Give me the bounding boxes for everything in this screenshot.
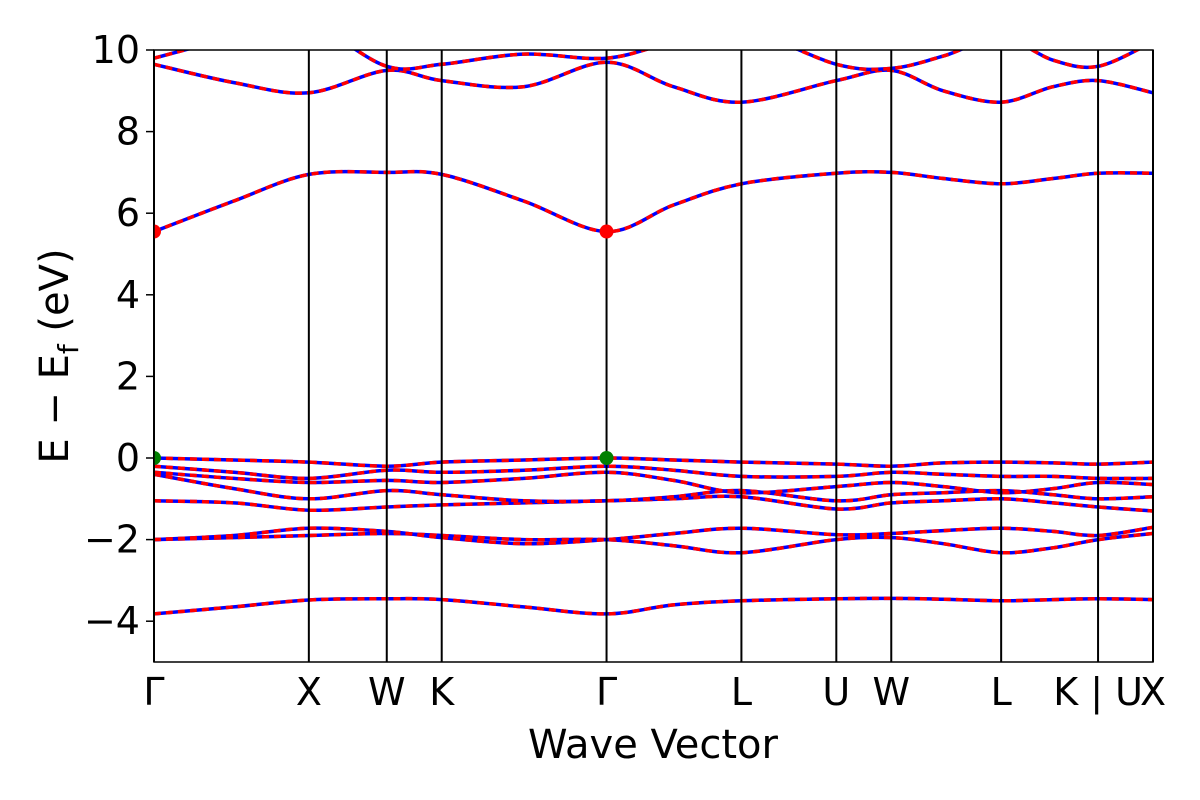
band-line-down-5 [154, 470, 1153, 495]
band-line-down-6 [154, 464, 1153, 481]
y-tick-label-2: 0 [116, 436, 140, 480]
y-tick-label-1: −2 [84, 518, 140, 562]
x-tick-label-0: Γ [143, 670, 164, 714]
band-line-down-7 [154, 456, 1153, 468]
band-line-down-1 [154, 531, 1153, 555]
x-tick-label-4: Γ [596, 670, 617, 714]
y-tick-label-6: 8 [116, 110, 140, 154]
y-tick-label-3: 2 [116, 354, 140, 398]
high-symmetry-lines [153, 50, 1154, 662]
x-tick-label-6: U [822, 670, 850, 714]
band-lines [154, 50, 1153, 616]
band-extrema-markers [154, 224, 614, 465]
band-line-down-8 [154, 169, 1153, 234]
x-tick-label-5: L [731, 670, 752, 714]
vbm-marker-0 [154, 451, 161, 465]
x-tick-label-3: K [429, 670, 455, 714]
x-tick-label-1: X [296, 670, 322, 714]
x-tick-label-10: X [1140, 670, 1166, 714]
plot-frame [153, 49, 1154, 663]
band-line-down-0 [154, 596, 1153, 616]
x-tick-label-8: L [991, 670, 1012, 714]
y-tick-label-4: 4 [116, 273, 140, 317]
band-line-down-9 [154, 60, 1153, 104]
band-line-down-3 [154, 494, 1153, 513]
y-tick-label-5: 6 [116, 191, 140, 235]
vbm-marker-1 [599, 451, 614, 465]
y-axis-label-unit: (eV) [32, 248, 78, 344]
x-tick-label-9: K | U [1053, 670, 1143, 715]
x-tick-label-2: W [368, 670, 406, 714]
band-line-up-9 [154, 60, 1153, 104]
y-axis-label: E − Ef (eV) [32, 248, 85, 463]
y-axis-ticks: −4 −2 0 2 4 6 8 10 [84, 28, 154, 643]
band-line-down-2 [154, 525, 1153, 546]
cbm-marker-3 [599, 224, 614, 239]
x-axis-label: Wave Vector [528, 722, 779, 768]
y-tick-label-7: 10 [92, 28, 140, 72]
band-line-up-10 [154, 50, 1141, 72]
y-axis-label-main: E − E [32, 354, 78, 464]
y-tick-label-0: −4 [84, 599, 140, 643]
band-line-down-10 [154, 50, 1141, 72]
y-axis-label-subscript: f [52, 343, 85, 354]
x-tick-label-7: W [872, 670, 910, 714]
band-line-up-8 [154, 169, 1153, 234]
cbm-marker-2 [154, 224, 161, 239]
